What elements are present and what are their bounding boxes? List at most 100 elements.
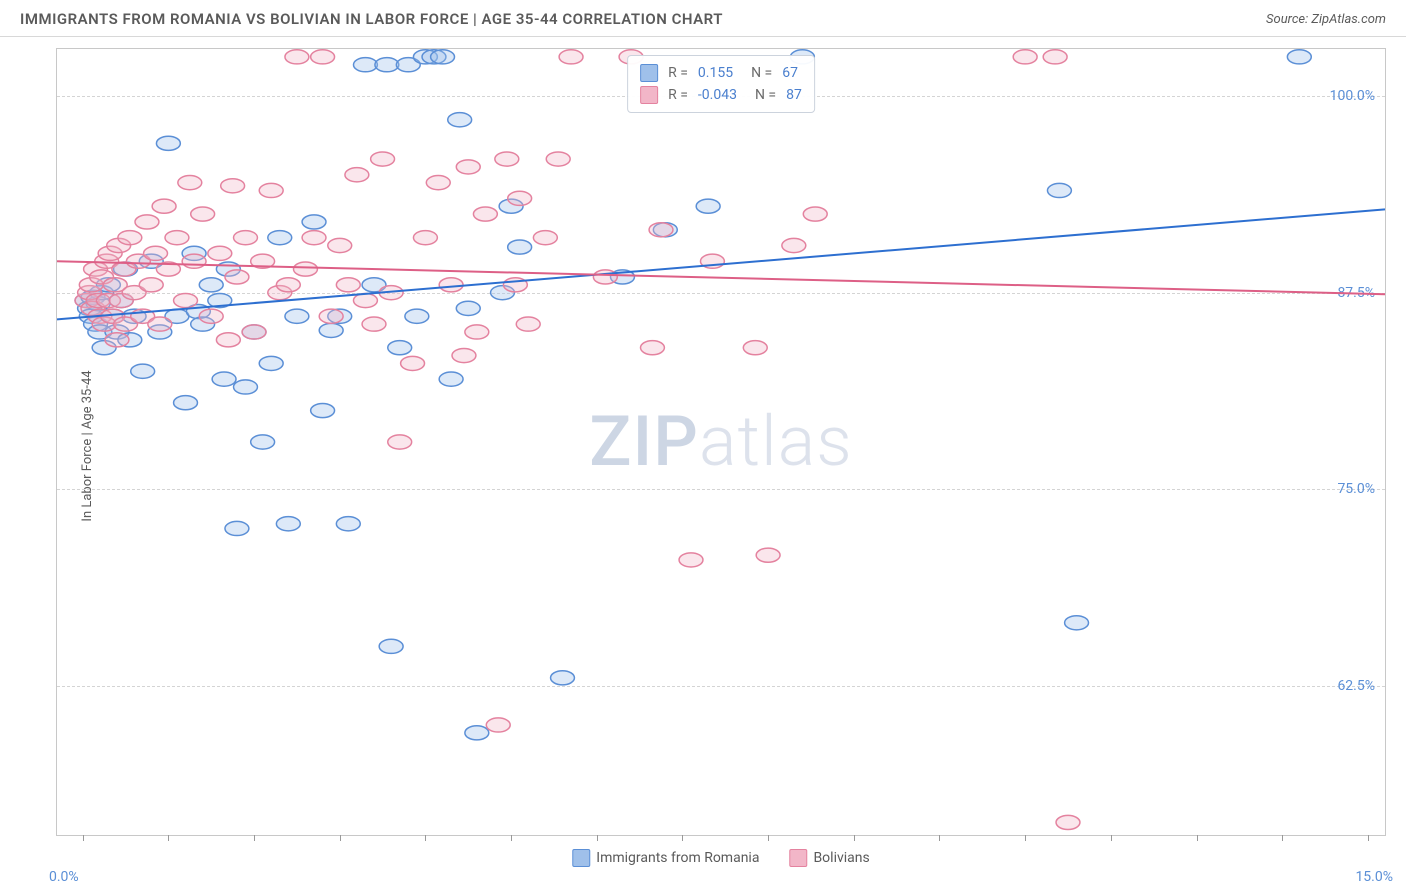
data-point bbox=[276, 517, 300, 531]
chart-header: IMMIGRANTS FROM ROMANIA VS BOLIVIAN IN L… bbox=[0, 0, 1406, 37]
data-point bbox=[212, 372, 236, 386]
data-point bbox=[148, 317, 172, 331]
data-point bbox=[782, 238, 806, 252]
data-point bbox=[302, 231, 326, 245]
data-point bbox=[413, 231, 437, 245]
data-point bbox=[225, 270, 249, 284]
plot-area: ZIPatlas R = 0.155 N = 67 R = -0.043 N =… bbox=[56, 48, 1386, 836]
x-tick bbox=[939, 835, 940, 841]
data-point bbox=[465, 726, 489, 740]
data-point bbox=[508, 240, 532, 254]
data-point bbox=[152, 199, 176, 213]
data-point bbox=[144, 246, 168, 260]
data-point bbox=[319, 323, 343, 337]
data-point bbox=[696, 199, 720, 213]
x-tick bbox=[1025, 835, 1026, 841]
data-point bbox=[165, 231, 189, 245]
data-point bbox=[135, 215, 159, 229]
data-point bbox=[371, 152, 395, 166]
data-point bbox=[199, 309, 223, 323]
data-point bbox=[234, 231, 258, 245]
data-point bbox=[182, 254, 206, 268]
data-point bbox=[452, 348, 476, 362]
data-point bbox=[473, 207, 497, 221]
swatch-bolivians-icon bbox=[640, 86, 658, 104]
scatter-svg bbox=[57, 49, 1385, 835]
data-point bbox=[139, 278, 163, 292]
legend-item-romania: Immigrants from Romania bbox=[572, 849, 759, 867]
data-point bbox=[508, 191, 532, 205]
data-point bbox=[105, 333, 129, 347]
data-point bbox=[516, 317, 540, 331]
data-point bbox=[593, 270, 617, 284]
stat-row-series-a: R = 0.155 N = 67 bbox=[640, 62, 802, 84]
data-point bbox=[362, 317, 386, 331]
x-tick bbox=[511, 835, 512, 841]
data-point bbox=[156, 136, 180, 150]
data-point bbox=[551, 671, 575, 685]
data-point bbox=[495, 152, 519, 166]
data-point bbox=[1287, 50, 1311, 64]
data-point bbox=[426, 176, 450, 190]
data-point bbox=[533, 231, 557, 245]
data-point bbox=[259, 356, 283, 370]
data-point bbox=[178, 176, 202, 190]
data-point bbox=[1013, 50, 1037, 64]
x-tick bbox=[1282, 835, 1283, 841]
data-point bbox=[221, 179, 245, 193]
data-point bbox=[388, 341, 412, 355]
swatch-romania-icon bbox=[640, 64, 658, 82]
data-point bbox=[234, 380, 258, 394]
data-point bbox=[448, 113, 472, 127]
data-point bbox=[1056, 815, 1080, 829]
data-point bbox=[439, 278, 463, 292]
data-point bbox=[546, 152, 570, 166]
data-point bbox=[456, 160, 480, 174]
data-point bbox=[401, 356, 425, 370]
data-point bbox=[242, 325, 266, 339]
x-min-label: 0.0% bbox=[49, 869, 79, 885]
data-point bbox=[199, 278, 223, 292]
data-point bbox=[302, 215, 326, 229]
data-point bbox=[251, 435, 275, 449]
data-point bbox=[225, 521, 249, 535]
legend-item-bolivians: Bolivians bbox=[789, 849, 869, 867]
data-point bbox=[679, 553, 703, 567]
data-point bbox=[259, 183, 283, 197]
data-point bbox=[641, 341, 665, 355]
x-tick bbox=[425, 835, 426, 841]
data-point bbox=[388, 435, 412, 449]
data-point bbox=[319, 309, 343, 323]
data-point bbox=[131, 364, 155, 378]
data-point bbox=[375, 58, 399, 72]
data-point bbox=[559, 50, 583, 64]
data-point bbox=[118, 231, 142, 245]
data-point bbox=[465, 325, 489, 339]
x-tick bbox=[768, 835, 769, 841]
x-tick bbox=[1368, 835, 1369, 841]
data-point bbox=[285, 50, 309, 64]
data-point bbox=[311, 50, 335, 64]
x-tick bbox=[83, 835, 84, 841]
data-point bbox=[328, 238, 352, 252]
data-point bbox=[353, 58, 377, 72]
data-point bbox=[174, 396, 198, 410]
legend-label-bolivians: Bolivians bbox=[813, 850, 869, 866]
data-point bbox=[353, 293, 377, 307]
data-point bbox=[431, 50, 455, 64]
chart-source: Source: ZipAtlas.com bbox=[1266, 12, 1386, 27]
data-point bbox=[756, 548, 780, 562]
swatch-romania-icon bbox=[572, 849, 590, 867]
x-tick bbox=[854, 835, 855, 841]
data-point bbox=[336, 278, 360, 292]
data-point bbox=[216, 333, 240, 347]
data-point bbox=[208, 246, 232, 260]
data-point bbox=[285, 309, 309, 323]
data-point bbox=[803, 207, 827, 221]
data-point bbox=[276, 278, 300, 292]
legend-label-romania: Immigrants from Romania bbox=[596, 850, 759, 866]
series-legend: Immigrants from Romania Bolivians bbox=[572, 849, 869, 867]
chart-title: IMMIGRANTS FROM ROMANIA VS BOLIVIAN IN L… bbox=[20, 10, 723, 28]
x-tick bbox=[1197, 835, 1198, 841]
data-point bbox=[486, 718, 510, 732]
